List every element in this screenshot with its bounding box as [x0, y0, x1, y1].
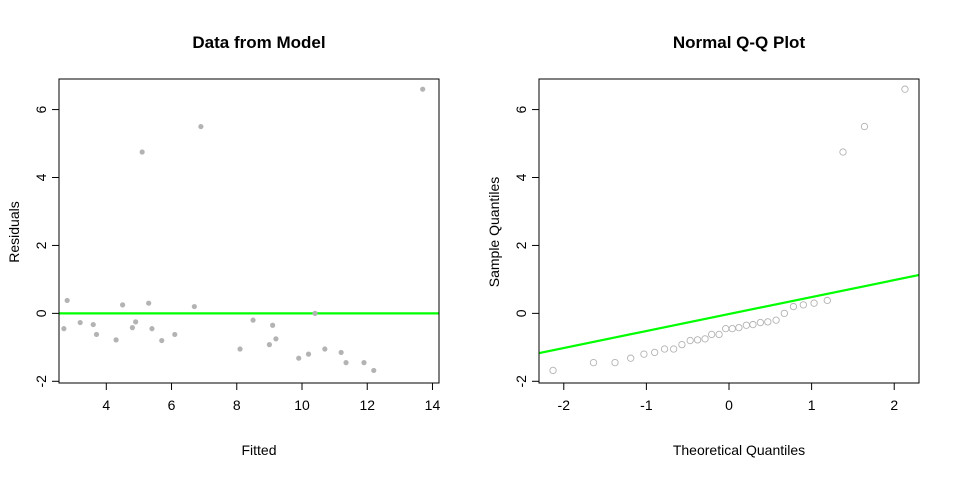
residuals-plot-frame	[58, 78, 440, 384]
qq-chart-title: Normal Q-Q Plot	[673, 33, 806, 52]
qq-x-tick-label: 1	[808, 397, 816, 413]
qq-data-point	[756, 318, 765, 327]
qq-data-point	[728, 325, 736, 333]
residuals-y-tick-label: -2	[33, 375, 49, 388]
residuals-data-point	[172, 331, 178, 338]
residuals-data-point	[149, 326, 155, 332]
qq-y-tick-label: 2	[513, 241, 529, 249]
residuals-data-point	[146, 300, 152, 306]
residuals-data-point	[64, 297, 70, 304]
qq-panel: Normal Q-Q Plot Theoretical Quantiles Sa…	[486, 33, 920, 458]
qq-data-point	[715, 330, 723, 339]
qq-data-point	[640, 350, 648, 358]
qq-y-tick-label: -2	[513, 375, 529, 388]
qq-reference-line	[539, 273, 919, 355]
residuals-plot-area: 4 6 8 10 12 14 -2 0 2 4 6	[33, 78, 441, 413]
residuals-y-tick-label: 0	[33, 309, 49, 317]
residuals-x-tick-label: 4	[102, 397, 110, 413]
residuals-data-point	[322, 346, 328, 352]
residuals-y-axis-label: Residuals	[6, 201, 22, 262]
residuals-data-point	[266, 342, 272, 348]
residuals-x-axis-label: Fitted	[241, 442, 276, 458]
qq-data-point	[670, 345, 678, 353]
qq-data-point	[742, 321, 750, 329]
residuals-data-point	[343, 360, 349, 366]
residuals-data-point	[371, 367, 377, 374]
residuals-data-point	[420, 86, 426, 92]
residuals-data-point	[139, 149, 145, 155]
residuals-data-point	[361, 360, 367, 366]
residuals-data-point	[237, 346, 243, 352]
residuals-data-point	[338, 349, 344, 356]
qq-data-point	[611, 358, 619, 367]
residuals-x-tick-label: 12	[359, 397, 375, 413]
qq-x-tick-label: -2	[558, 397, 571, 413]
qq-y-tick-label: 4	[513, 173, 529, 181]
qq-data-point	[589, 358, 598, 367]
qq-data-point	[780, 309, 788, 318]
qq-data-point	[823, 296, 831, 305]
qq-data-point	[764, 318, 772, 326]
qq-data-point	[810, 299, 818, 307]
qq-x-tick-label: 2	[890, 397, 898, 413]
residuals-data-point	[90, 321, 96, 328]
qq-data-point	[660, 345, 669, 353]
residuals-data-point	[270, 322, 276, 328]
residuals-x-tick-label: 14	[425, 397, 441, 413]
qq-data-point	[789, 302, 798, 311]
qq-data-point	[799, 301, 807, 309]
qq-data-point	[678, 340, 686, 349]
qq-data-point	[651, 348, 659, 357]
qq-data-point	[722, 325, 730, 333]
qq-data-point	[708, 330, 716, 339]
qq-y-tick-label: 0	[513, 309, 529, 317]
residuals-data-point	[113, 337, 119, 343]
residuals-data-point	[61, 326, 67, 332]
qq-y-tick-label: 6	[513, 105, 529, 113]
residuals-data-point	[198, 123, 204, 130]
qq-data-point	[549, 366, 557, 375]
residuals-data-point	[312, 310, 318, 316]
qq-data-point	[735, 323, 743, 332]
residuals-chart-title: Data from Model	[192, 33, 325, 52]
residuals-panel: Data from Model Fitted Residuals 4 6 8 10 12…	[6, 33, 440, 458]
qq-data-point	[901, 85, 909, 93]
qq-data-point	[772, 316, 780, 324]
qq-x-tick-label: 0	[725, 397, 733, 413]
residuals-data-point	[273, 336, 279, 342]
residuals-data-point	[296, 355, 302, 361]
residuals-y-tick-label: 6	[33, 105, 49, 113]
qq-data-point	[627, 354, 635, 362]
residuals-data-point	[129, 325, 135, 331]
qq-data-point	[749, 320, 757, 329]
residuals-y-tick-label: 2	[33, 241, 49, 249]
residuals-data-point	[159, 337, 165, 344]
residuals-data-point	[191, 303, 197, 310]
residuals-data-point	[77, 319, 83, 326]
residuals-data-point	[250, 317, 256, 323]
qq-data-point	[839, 148, 847, 156]
qq-x-axis-label: Theoretical Quantiles	[673, 442, 805, 458]
residuals-data-point	[133, 319, 139, 325]
qq-data-point	[860, 122, 869, 131]
qq-plot-area: -2 -1 0 1 2 -2 0 2 4 6	[513, 78, 920, 413]
qq-y-axis-label: Sample Quantiles	[486, 177, 502, 288]
residuals-data-point	[93, 331, 100, 338]
qq-data-point	[693, 336, 702, 344]
residuals-y-tick-label: 4	[33, 173, 49, 181]
residuals-x-tick-label: 6	[168, 397, 176, 413]
residuals-data-point	[120, 302, 126, 308]
residuals-x-tick-label: 10	[294, 397, 310, 413]
qq-data-point	[686, 336, 694, 345]
residuals-data-point	[305, 351, 312, 357]
qq-x-tick-label: -1	[640, 397, 653, 413]
qq-data-point	[701, 335, 709, 343]
residuals-x-tick-label: 8	[233, 397, 241, 413]
